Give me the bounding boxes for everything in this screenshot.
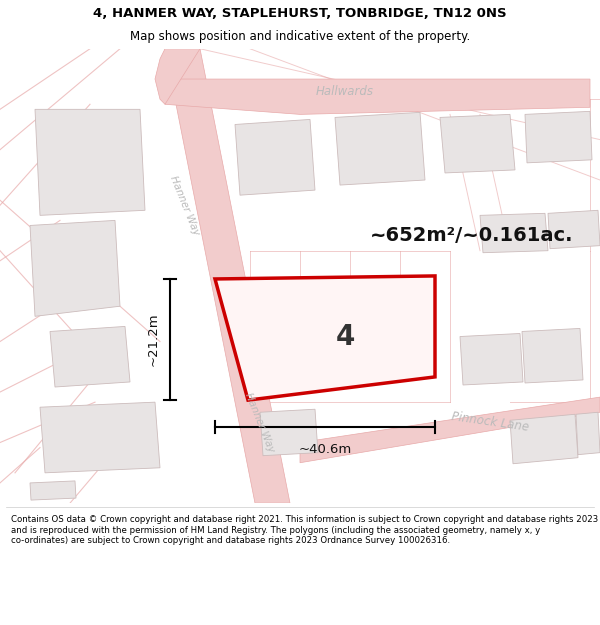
Polygon shape <box>310 313 378 370</box>
Text: Map shows position and indicative extent of the property.: Map shows position and indicative extent… <box>130 30 470 43</box>
Text: Contains OS data © Crown copyright and database right 2021. This information is : Contains OS data © Crown copyright and d… <box>11 515 598 545</box>
Polygon shape <box>335 112 425 185</box>
Polygon shape <box>480 213 548 253</box>
Text: Hanner Way: Hanner Way <box>244 391 277 454</box>
Polygon shape <box>300 397 600 462</box>
Text: ~40.6m: ~40.6m <box>298 442 352 456</box>
Polygon shape <box>40 402 160 473</box>
Polygon shape <box>576 412 600 454</box>
Polygon shape <box>548 210 600 249</box>
Polygon shape <box>510 414 578 464</box>
Polygon shape <box>165 79 590 114</box>
Text: 4: 4 <box>335 322 355 351</box>
Polygon shape <box>35 109 145 216</box>
Polygon shape <box>235 119 315 195</box>
Text: Hallwards: Hallwards <box>316 84 374 98</box>
Polygon shape <box>30 481 76 500</box>
Text: Hanner Way: Hanner Way <box>169 174 202 236</box>
Polygon shape <box>260 409 318 456</box>
Polygon shape <box>30 221 120 316</box>
Polygon shape <box>440 114 515 173</box>
Polygon shape <box>155 49 200 104</box>
Polygon shape <box>525 111 592 163</box>
Text: ~652m²/~0.161ac.: ~652m²/~0.161ac. <box>370 226 574 245</box>
Polygon shape <box>215 276 435 400</box>
Polygon shape <box>50 326 130 387</box>
Text: 4, HANMER WAY, STAPLEHURST, TONBRIDGE, TN12 0NS: 4, HANMER WAY, STAPLEHURST, TONBRIDGE, T… <box>93 7 507 20</box>
Text: ~21.2m: ~21.2m <box>147 312 160 366</box>
Polygon shape <box>522 329 583 383</box>
Polygon shape <box>165 49 290 503</box>
Polygon shape <box>460 334 523 385</box>
Text: Pinnock Lane: Pinnock Lane <box>451 411 530 434</box>
